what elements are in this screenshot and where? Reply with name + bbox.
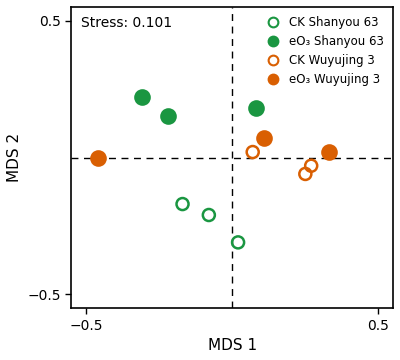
- Point: [261, 135, 268, 141]
- Text: Stress: 0.101: Stress: 0.101: [81, 16, 172, 30]
- Legend: CK Shanyou 63, eO₃ Shanyou 63, CK Wuyujing 3, eO₃ Wuyujing 3: CK Shanyou 63, eO₃ Shanyou 63, CK Wuyuji…: [258, 13, 387, 90]
- Point: [252, 105, 259, 111]
- Point: [94, 155, 101, 161]
- Point: [206, 212, 212, 218]
- Point: [165, 113, 171, 119]
- Point: [138, 94, 145, 100]
- Point: [326, 149, 332, 155]
- Point: [235, 239, 241, 245]
- Point: [302, 171, 308, 177]
- Point: [308, 163, 314, 168]
- Point: [250, 149, 256, 155]
- X-axis label: MDS 1: MDS 1: [208, 338, 257, 353]
- Point: [179, 201, 186, 207]
- Y-axis label: MDS 2: MDS 2: [7, 133, 22, 182]
